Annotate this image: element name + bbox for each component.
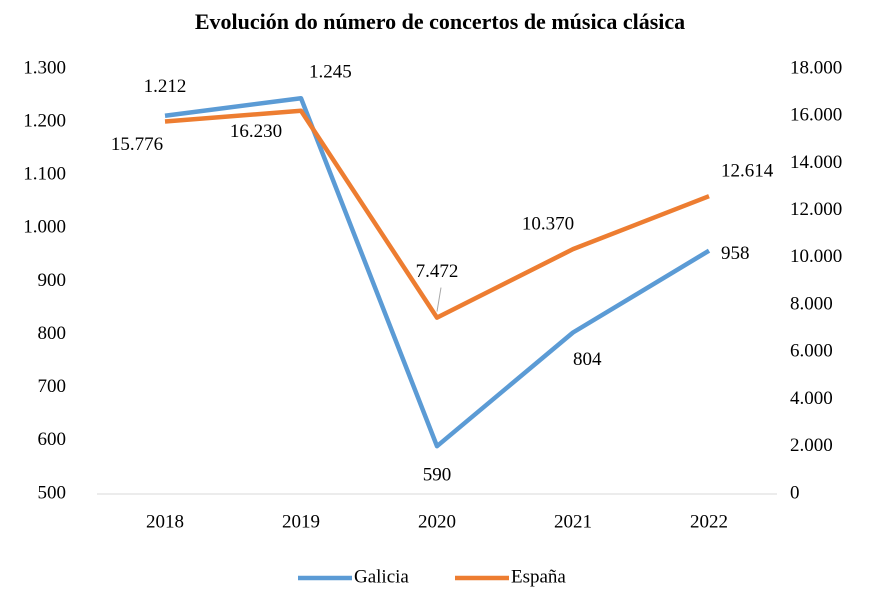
series-line [164, 108, 710, 320]
data-label: 16.230 [230, 121, 282, 142]
data-label: 804 [573, 349, 602, 370]
legend-label: España [511, 566, 566, 587]
y2-tick-label: 0 [790, 482, 800, 503]
data-label: 1.212 [144, 76, 187, 97]
data-label: 15.776 [111, 134, 163, 155]
x-tick-label: 2021 [554, 511, 592, 532]
y2-tick-label: 18.000 [790, 57, 842, 78]
y-tick-label: 600 [38, 429, 67, 450]
leader-line [436, 287, 442, 312]
y2-tick-label: 10.000 [790, 246, 842, 267]
y2-tick-label: 2.000 [790, 435, 833, 456]
x-tick-label: 2019 [282, 511, 320, 532]
y2-tick-label: 16.000 [790, 105, 842, 126]
data-label: 1.245 [309, 62, 352, 83]
y-tick-label: 1.200 [23, 110, 66, 131]
y-tick-label: 1.300 [23, 57, 66, 78]
x-tick-label: 2020 [418, 511, 456, 532]
y-tick-label: 1.100 [23, 164, 66, 185]
data-label: 590 [423, 465, 452, 486]
y2-tick-label: 6.000 [790, 341, 833, 362]
y2-tick-label: 12.000 [790, 199, 842, 220]
y-tick-label: 500 [38, 482, 67, 503]
y2-tick-label: 8.000 [790, 293, 833, 314]
x-tick-label: 2018 [146, 511, 184, 532]
chart-title: Evolución do número de concertos de músi… [195, 9, 685, 34]
data-label: 958 [721, 243, 750, 264]
y-tick-label: 1.000 [23, 217, 66, 238]
legend-label: Galicia [354, 566, 409, 587]
y2-tick-label: 4.000 [790, 388, 833, 409]
series-line [164, 95, 711, 449]
data-label: 12.614 [721, 161, 774, 182]
y2-tick-label: 14.000 [790, 152, 842, 173]
x-tick-label: 2022 [690, 511, 728, 532]
data-label: 10.370 [522, 214, 574, 235]
y-tick-label: 900 [38, 270, 67, 291]
data-label: 7.472 [416, 261, 459, 282]
y-tick-label: 700 [38, 376, 67, 397]
y-tick-label: 800 [38, 323, 67, 344]
